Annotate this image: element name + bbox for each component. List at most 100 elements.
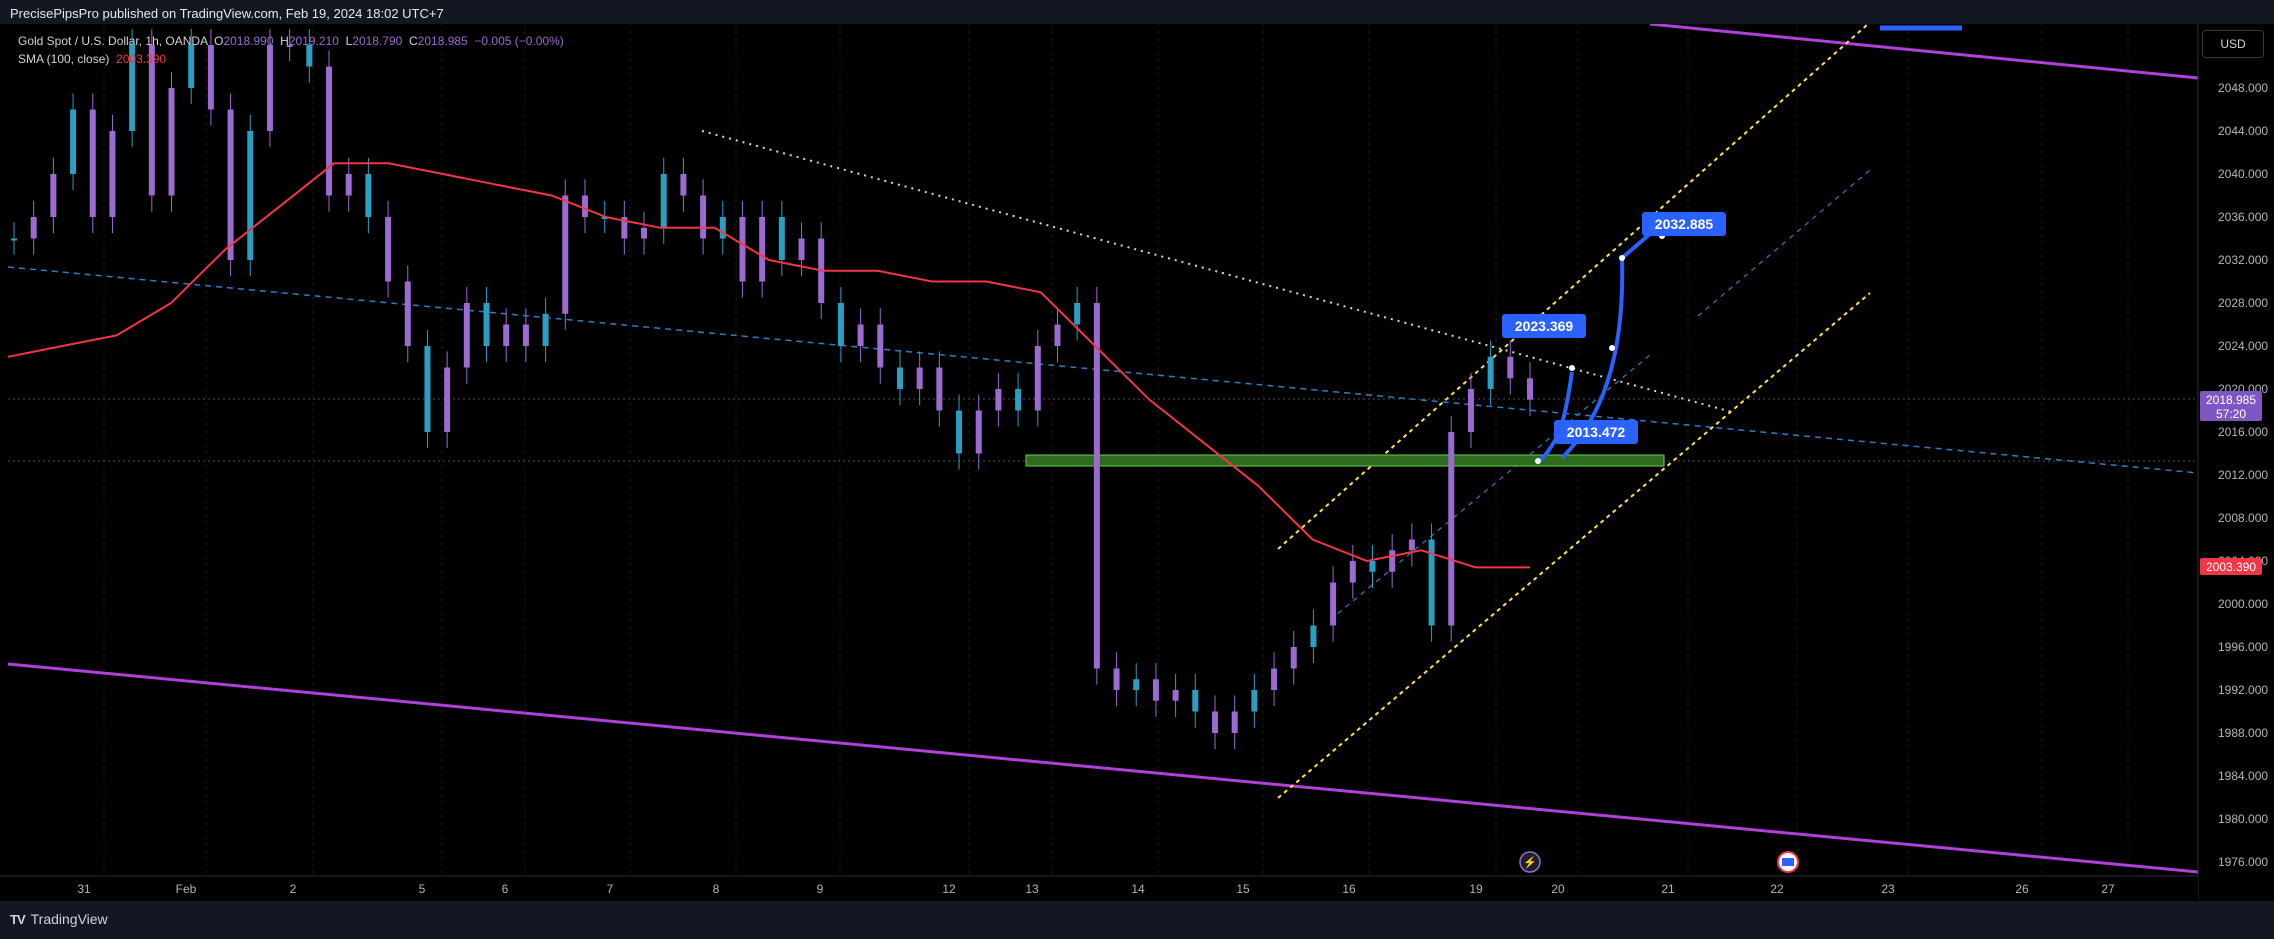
candle-body bbox=[463, 303, 470, 368]
candle-body bbox=[877, 324, 884, 368]
y-tick-label: 2040.000 bbox=[2218, 167, 2268, 181]
candle-body bbox=[641, 227, 648, 239]
candle-body bbox=[1290, 647, 1297, 669]
channel-lower-line bbox=[7, 662, 2199, 874]
candle-body bbox=[89, 109, 96, 217]
footer-bar bbox=[0, 901, 2274, 939]
candle-body bbox=[680, 174, 687, 196]
candle-body bbox=[247, 131, 254, 260]
candle-body bbox=[1408, 539, 1415, 551]
candle-body bbox=[306, 45, 313, 67]
candle-body bbox=[916, 367, 923, 389]
candle-body bbox=[1034, 346, 1041, 411]
tradingview-logo[interactable]: TV TradingView bbox=[10, 911, 108, 927]
candle-body bbox=[719, 217, 726, 239]
candle-body bbox=[522, 324, 529, 346]
candle-body bbox=[483, 303, 490, 346]
price-callouts: 2023.369 2013.472 2032.885 bbox=[1502, 212, 1726, 444]
y-tick-label: 1996.000 bbox=[2218, 640, 2268, 654]
x-tick-label: 26 bbox=[2015, 882, 2029, 896]
candle-body bbox=[207, 45, 214, 110]
price-chart[interactable]: 2023.369 2013.472 2032.885 2048.000 2044.00… bbox=[0, 24, 2274, 901]
callout-label: 2013.472 bbox=[1567, 424, 1626, 440]
candle-body bbox=[30, 217, 37, 239]
candle-body bbox=[1310, 625, 1317, 647]
candle-body bbox=[1527, 378, 1533, 400]
x-tick-label: 21 bbox=[1661, 882, 1675, 896]
candle-body bbox=[1231, 711, 1238, 733]
x-tick-label: Feb bbox=[176, 882, 197, 896]
candle-body bbox=[1448, 432, 1455, 626]
x-tick-label: 16 bbox=[1342, 882, 1356, 896]
candle-body bbox=[11, 238, 17, 241]
candle-body bbox=[1172, 690, 1179, 701]
callout-box bbox=[1554, 420, 1638, 444]
candle-body bbox=[562, 195, 569, 314]
candle-body bbox=[129, 45, 136, 131]
candle-body bbox=[1251, 690, 1258, 712]
y-tick-label: 2032.000 bbox=[2218, 253, 2268, 267]
candle-body bbox=[739, 217, 746, 282]
x-tick-label: 19 bbox=[1469, 882, 1483, 896]
channel-upper-line bbox=[1649, 24, 2199, 80]
candle-body bbox=[168, 88, 175, 196]
x-tick-label: 6 bbox=[502, 882, 509, 896]
callout-2023.369: 2023.369 bbox=[1502, 314, 1586, 338]
tradingview-mark-icon: TV bbox=[10, 911, 26, 927]
chart-legend-sma[interactable]: SMA (100, close) 2003.390 bbox=[18, 52, 166, 66]
x-tick-label: 13 bbox=[1025, 882, 1039, 896]
candle-body bbox=[1369, 561, 1376, 572]
candle-body bbox=[956, 410, 963, 454]
event-markers[interactable]: ⚡ bbox=[1519, 851, 1799, 873]
candle-body bbox=[660, 174, 667, 228]
candle-body bbox=[1428, 539, 1435, 626]
x-tick-label: 2 bbox=[290, 882, 297, 896]
currency-button[interactable]: USD bbox=[2202, 30, 2264, 58]
yellow-channel-lower bbox=[1277, 292, 1871, 799]
chart-legend-ohlc[interactable]: Gold Spot / U.S. Dollar, 1h, OANDA O2018… bbox=[18, 34, 564, 48]
candle-body bbox=[70, 109, 77, 174]
y-tick-label: 2016.000 bbox=[2218, 425, 2268, 439]
lightning-icon bbox=[1519, 851, 1541, 873]
y-tick-label: 2036.000 bbox=[2218, 210, 2268, 224]
brand-label: TradingView bbox=[30, 911, 108, 927]
close-value: 2018.985 bbox=[417, 34, 468, 48]
candle-body bbox=[1211, 711, 1218, 733]
callout-label: 2023.369 bbox=[1515, 318, 1574, 334]
candles bbox=[11, 28, 1533, 750]
candle-body bbox=[1467, 389, 1474, 432]
x-tick-label: 14 bbox=[1131, 882, 1145, 896]
arrow-to-target bbox=[1620, 232, 1652, 260]
candle-body bbox=[1074, 303, 1081, 325]
trend-dotted-line bbox=[701, 130, 1733, 413]
svg-text:⚡: ⚡ bbox=[1523, 856, 1537, 869]
candle-body bbox=[365, 174, 372, 217]
candle-body bbox=[778, 217, 785, 260]
candle-body bbox=[345, 174, 352, 196]
publisher-info: PrecisePipsPro published on TradingView.… bbox=[10, 6, 444, 21]
blue-channel-upper bbox=[1697, 169, 1871, 317]
candle-body bbox=[424, 346, 431, 432]
x-tick-label: 7 bbox=[607, 882, 614, 896]
callout-box bbox=[1642, 212, 1726, 236]
high-value: 2019.210 bbox=[288, 34, 339, 48]
candle-body bbox=[266, 45, 273, 131]
candle-body bbox=[385, 217, 392, 282]
symbol-label: Gold Spot / U.S. Dollar, 1h, OANDA bbox=[18, 34, 208, 48]
current-price-box bbox=[2200, 391, 2262, 421]
candle-body bbox=[975, 410, 982, 454]
x-tick-label: 22 bbox=[1770, 882, 1784, 896]
candle-body bbox=[1192, 690, 1199, 712]
sma-value: 2003.390 bbox=[116, 52, 167, 66]
y-tick-label: 1980.000 bbox=[2218, 812, 2268, 826]
sma-line bbox=[7, 162, 1530, 569]
y-tick-label: 2044.000 bbox=[2218, 124, 2268, 138]
x-tick-label: 27 bbox=[2101, 882, 2115, 896]
y-tick-label: 2008.000 bbox=[2218, 511, 2268, 525]
candle-body bbox=[700, 195, 707, 239]
candle-body bbox=[581, 195, 588, 217]
candle-body bbox=[837, 303, 844, 346]
candle-body bbox=[1015, 389, 1022, 411]
price-axis-bg bbox=[2198, 24, 2274, 901]
